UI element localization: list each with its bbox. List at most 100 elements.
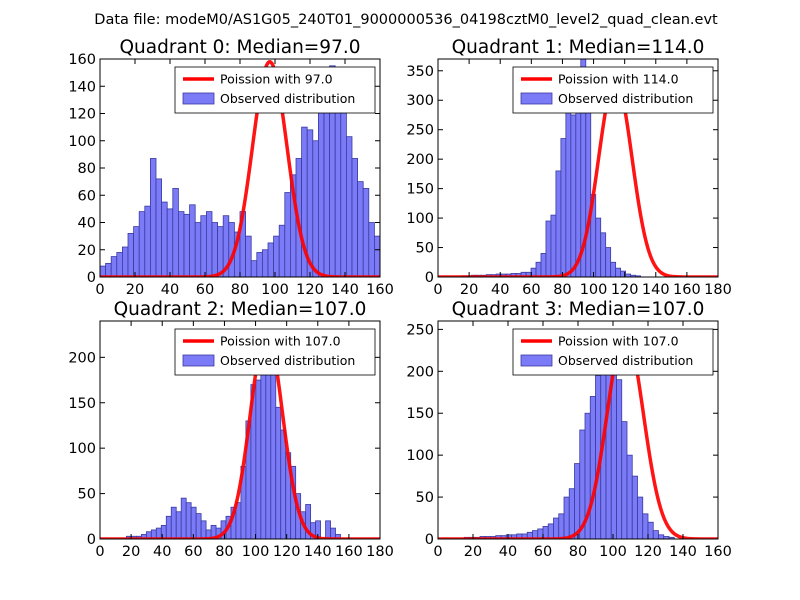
x-tick-label: 20 [460, 282, 478, 298]
x-tick-label: 40 [153, 544, 171, 560]
x-tick-label: 20 [464, 544, 482, 560]
x-tick-label: 0 [433, 282, 442, 298]
chart-legend: Poission with 107.0 Observed distribution [174, 328, 376, 376]
histogram-bar [555, 170, 562, 277]
y-tick-label: 100 [68, 441, 96, 457]
x-tick-label: 60 [522, 282, 540, 298]
y-tick-label: 40 [78, 216, 96, 232]
axes-frame [99, 320, 381, 540]
histogram-bar [652, 530, 659, 539]
histogram-bar [626, 454, 633, 539]
histogram-bar [180, 497, 187, 539]
histogram-bar [133, 226, 140, 277]
x-tick-label: 100 [599, 544, 627, 560]
chart-panel-0: 0 20 40 60 80 100 120 140 160 0 20 40 60 80 100 120 140 1… [68, 37, 394, 298]
histogram-bar [172, 188, 179, 277]
histogram-bar [256, 252, 263, 277]
chart-panel-3: 0 20 40 60 80 100 120 140 160 0 50 100 150 200 250 Quad… [406, 299, 732, 560]
legend-line-label: Poission with 107.0 [558, 334, 679, 349]
histogram-bar [200, 520, 207, 539]
x-tick-label: 0 [95, 544, 104, 560]
legend-bar-label: Observed distribution [220, 91, 355, 106]
histogram-bar [600, 232, 607, 277]
y-tick-label: 80 [78, 161, 96, 177]
y-tick-label: 200 [68, 350, 96, 366]
y-tick-label: 100 [406, 448, 434, 464]
histogram-bar [267, 242, 274, 277]
chart-title: Quadrant 2: Median=107.0 [114, 299, 367, 320]
x-tick-label: 100 [261, 282, 289, 298]
x-tick-label: 100 [242, 544, 270, 560]
legend-line-label: Poission with 114.0 [558, 72, 679, 87]
x-tick-label: 160 [366, 282, 394, 298]
histogram-bar [631, 475, 638, 539]
histogram-bar [558, 513, 565, 539]
x-tick-label: 20 [126, 282, 144, 298]
x-tick-label: 100 [580, 282, 608, 298]
y-tick-label: 150 [406, 406, 434, 422]
histogram-bar [205, 211, 213, 277]
histogram-bar [312, 140, 319, 277]
y-tick-label: 50 [416, 241, 434, 257]
histogram-bar [177, 211, 185, 277]
x-tick-label: 160 [673, 282, 701, 298]
y-tick-label: 100 [68, 134, 96, 150]
y-tick-label: 0 [425, 532, 434, 548]
histogram-bar [127, 232, 134, 277]
histogram-bar [200, 215, 207, 277]
histogram-bar [658, 534, 665, 539]
y-tick-label: 0 [87, 532, 96, 548]
y-tick-label: 300 [406, 93, 434, 109]
histogram-bar [362, 188, 370, 277]
legend-bar-label: Observed distribution [558, 353, 693, 368]
histogram-bar [270, 370, 277, 539]
x-tick-label: 0 [95, 282, 104, 298]
legend-bar-swatch [182, 92, 215, 105]
legend-bar-label: Observed distribution [220, 353, 355, 368]
histogram-bar [585, 99, 592, 277]
x-tick-label: 80 [215, 544, 233, 560]
histogram-bar [616, 379, 623, 539]
x-tick-label: 160 [335, 544, 363, 560]
histogram-bar [560, 138, 567, 277]
x-tick-label: 20 [122, 544, 140, 560]
x-tick-label: 40 [161, 282, 179, 298]
x-tick-label: 120 [611, 282, 639, 298]
histogram-bar [194, 222, 202, 277]
histogram-bar [261, 249, 269, 277]
histogram-bar [568, 488, 575, 539]
x-tick-label: 180 [704, 282, 732, 298]
histogram-bar [149, 158, 157, 277]
y-tick-label: 350 [406, 64, 434, 80]
histogram-bar [545, 220, 552, 277]
y-tick-label: 100 [406, 211, 434, 227]
histogram-bar [255, 379, 262, 539]
y-tick-label: 0 [87, 270, 96, 286]
histogram-bar [535, 261, 542, 277]
x-tick-label: 140 [669, 544, 697, 560]
histogram-bar [170, 506, 177, 539]
histogram-bar [615, 267, 622, 277]
histogram-bar [175, 511, 182, 539]
histogram-bar [144, 205, 151, 277]
histogram-bar [345, 136, 353, 277]
histogram-bar [138, 211, 146, 277]
x-tick-label: 80 [231, 282, 249, 298]
histogram-bar [165, 515, 172, 539]
x-tick-label: 140 [331, 282, 359, 298]
y-tick-label: 140 [68, 79, 96, 95]
legend-frame [174, 328, 376, 376]
legend-frame [512, 66, 714, 114]
histogram-bar [647, 521, 654, 539]
histogram-bar [570, 114, 577, 277]
histogram-bar [547, 523, 554, 539]
histogram-bar [642, 513, 649, 539]
histogram-bar [373, 235, 380, 277]
histogram-bar [280, 429, 287, 539]
histogram-bar [278, 224, 286, 277]
histogram-bar [368, 222, 375, 277]
poisson-fit-line [438, 77, 718, 277]
histogram-bar [605, 247, 612, 277]
histogram-bar [621, 421, 628, 539]
